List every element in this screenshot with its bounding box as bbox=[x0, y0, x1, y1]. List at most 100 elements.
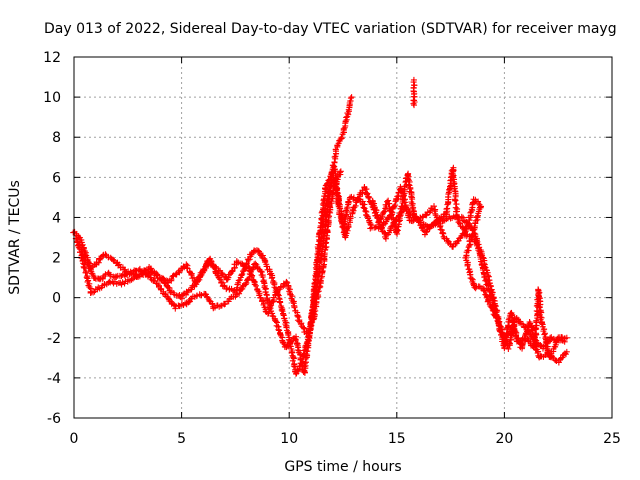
data-point bbox=[331, 154, 338, 161]
data-point bbox=[319, 267, 326, 274]
axis-ticks bbox=[73, 56, 613, 419]
data-point bbox=[330, 162, 337, 169]
data-point bbox=[398, 203, 405, 210]
x-tick-labels: 0 5 10 15 20 25 bbox=[70, 431, 621, 447]
data-point bbox=[202, 291, 209, 298]
data-point bbox=[245, 256, 252, 263]
data-point bbox=[165, 295, 172, 302]
data-point bbox=[238, 271, 245, 278]
data-point bbox=[385, 200, 392, 207]
y-tick-label: 6 bbox=[52, 170, 61, 186]
data-point bbox=[292, 336, 299, 343]
data-point bbox=[439, 230, 446, 237]
y-tick-label: -6 bbox=[47, 411, 61, 427]
data-point bbox=[251, 281, 258, 288]
data-point bbox=[470, 281, 477, 288]
data-point bbox=[291, 304, 298, 311]
data-point bbox=[485, 297, 492, 304]
data-point bbox=[453, 212, 460, 219]
data-point bbox=[423, 229, 430, 236]
data-point bbox=[248, 273, 255, 280]
data-point bbox=[183, 261, 190, 268]
y-tick-label: 10 bbox=[43, 90, 61, 106]
data-point bbox=[348, 94, 355, 101]
x-axis-label: GPS time / hours bbox=[284, 459, 401, 475]
data-point bbox=[320, 262, 327, 269]
data-point bbox=[450, 243, 457, 250]
data-point bbox=[456, 215, 463, 222]
data-point bbox=[263, 291, 270, 298]
y-tick-label: -4 bbox=[47, 371, 61, 387]
data-point bbox=[466, 217, 473, 224]
data-point bbox=[300, 324, 307, 331]
data-point bbox=[347, 98, 354, 105]
data-point bbox=[169, 273, 176, 280]
data-point bbox=[107, 272, 114, 279]
data-point bbox=[436, 223, 443, 230]
data-point bbox=[275, 326, 282, 333]
data-point bbox=[242, 281, 249, 288]
data-point bbox=[391, 203, 398, 210]
data-point bbox=[489, 306, 496, 313]
data-point bbox=[278, 307, 285, 314]
data-point bbox=[462, 231, 469, 238]
data-point bbox=[351, 204, 358, 211]
data-point bbox=[83, 274, 90, 281]
data-point bbox=[366, 219, 373, 226]
data-point bbox=[415, 218, 422, 225]
data-point bbox=[324, 226, 331, 233]
data-point bbox=[563, 334, 570, 341]
data-point bbox=[193, 281, 200, 288]
data-point bbox=[443, 206, 450, 213]
data-point bbox=[502, 333, 509, 340]
data-point bbox=[315, 288, 322, 295]
data-point bbox=[394, 193, 401, 200]
data-point bbox=[519, 341, 526, 348]
data-point bbox=[314, 289, 321, 296]
y-tick-label: 8 bbox=[52, 130, 61, 146]
data-point bbox=[324, 180, 331, 187]
data-point bbox=[394, 227, 401, 234]
data-point bbox=[360, 204, 367, 211]
data-point bbox=[86, 284, 93, 291]
data-point bbox=[294, 341, 301, 348]
data-point bbox=[533, 317, 540, 324]
data-point bbox=[142, 267, 149, 274]
data-point bbox=[452, 197, 459, 204]
data-point bbox=[511, 326, 518, 333]
y-tick-label: 4 bbox=[52, 210, 61, 226]
data-point bbox=[220, 282, 227, 289]
data-point bbox=[373, 209, 380, 216]
data-point bbox=[314, 276, 321, 283]
data-point bbox=[243, 279, 250, 286]
data-point bbox=[464, 262, 471, 269]
data-point bbox=[337, 169, 344, 176]
data-point bbox=[362, 208, 369, 215]
data-point bbox=[338, 134, 345, 141]
data-point bbox=[539, 319, 546, 326]
data-point bbox=[252, 260, 259, 267]
y-tick-label: -2 bbox=[47, 331, 61, 347]
data-point bbox=[340, 125, 347, 132]
data-point bbox=[337, 168, 344, 175]
data-point bbox=[316, 282, 323, 289]
data-point bbox=[172, 305, 179, 312]
x-tick-label: 5 bbox=[177, 431, 186, 447]
data-point bbox=[235, 259, 242, 266]
data-point bbox=[344, 204, 351, 211]
data-point bbox=[445, 191, 452, 198]
y-tick-label: 0 bbox=[52, 291, 61, 307]
data-point bbox=[267, 303, 274, 310]
data-point bbox=[536, 304, 543, 311]
data-point bbox=[411, 102, 418, 109]
data-point bbox=[80, 253, 87, 260]
data-point bbox=[481, 288, 488, 295]
data-point bbox=[329, 192, 336, 199]
data-point bbox=[469, 232, 476, 239]
data-point bbox=[505, 345, 512, 352]
data-point bbox=[318, 215, 325, 222]
data-point bbox=[294, 347, 301, 354]
data-point bbox=[266, 306, 273, 313]
data-point bbox=[542, 335, 549, 342]
data-point bbox=[289, 357, 296, 364]
